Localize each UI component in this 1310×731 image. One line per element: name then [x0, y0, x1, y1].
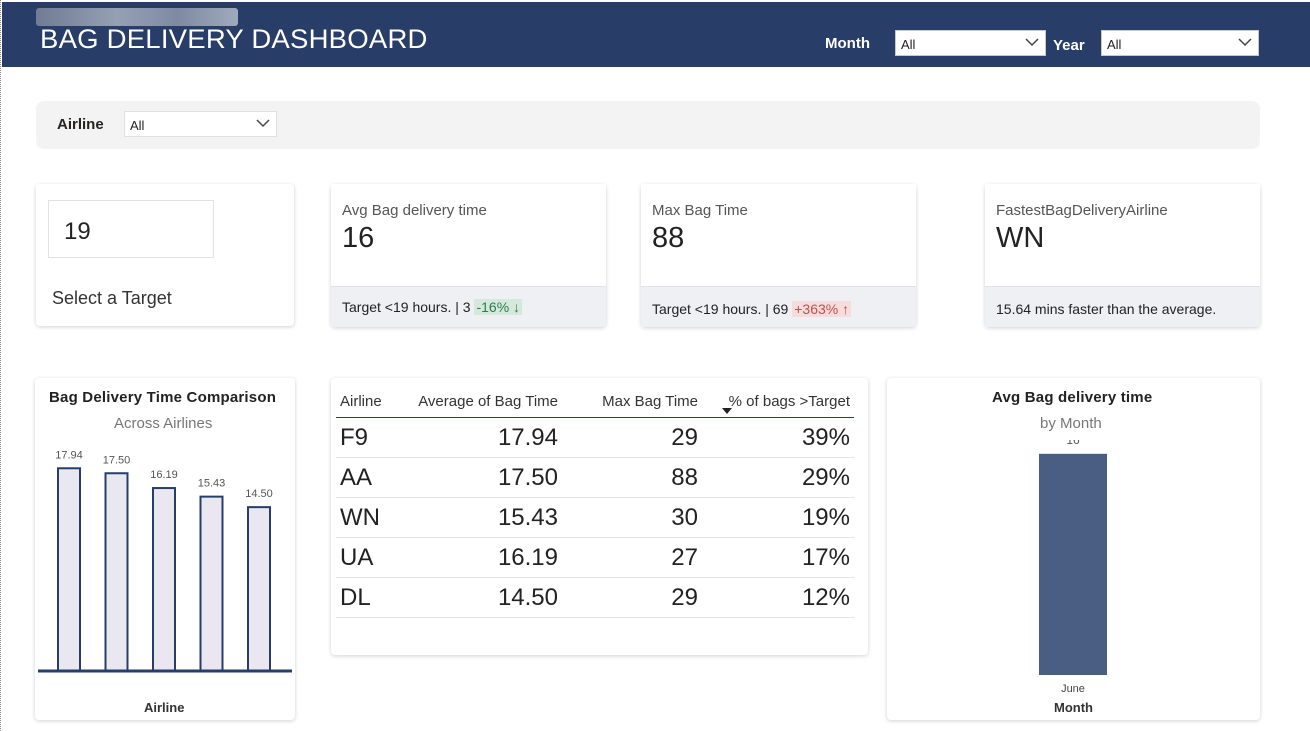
table-row[interactable]: F9 17.94 29 39% — [336, 417, 854, 458]
kpi-label: Max Bag Time — [652, 202, 748, 219]
month-label: Month — [825, 35, 870, 52]
chart-title: Avg Bag delivery time — [992, 389, 1153, 406]
table-row[interactable]: WN 15.43 30 19% — [336, 497, 854, 538]
airline-bar-chart: 17.94 F9 17.50 AA 16.19 UA 15.43 WN 14.50 DL — [38, 449, 292, 680]
value-cell: 29% — [698, 457, 854, 498]
chart-subtitle: Across Airlines — [114, 415, 213, 432]
value-cell: 39% — [698, 417, 854, 458]
value-cell: 15.43 — [404, 497, 558, 538]
value-cell: 30 — [558, 497, 698, 538]
kpi-label: FastestBagDeliveryAirline — [996, 202, 1168, 219]
value-cell: 16.19 — [404, 537, 558, 578]
airline-cell: WN — [336, 497, 404, 538]
target-label: Select a Target — [52, 288, 172, 308]
airline-cell: F9 — [336, 417, 404, 458]
value-cell: 17.94 — [404, 417, 558, 458]
column-header-average-bag-time[interactable]: Average of Bag Time — [404, 386, 558, 418]
value-cell: 88 — [558, 457, 698, 498]
chart-title: Bag Delivery Time Comparison — [49, 389, 277, 406]
kpi-value: 16 — [342, 222, 375, 254]
kpi-footer: 15.64 mins faster than the average. — [985, 286, 1260, 327]
table-row[interactable]: UA 16.19 27 17% — [336, 537, 854, 578]
value-cell: 29 — [558, 417, 698, 458]
chevron-down-icon — [256, 119, 270, 128]
column-header-max-bag-time[interactable]: Max Bag Time — [558, 386, 698, 418]
bar — [152, 487, 176, 673]
year-dropdown[interactable]: All — [1101, 30, 1259, 56]
kpi-change-badge: +363% ↑ — [792, 301, 852, 317]
data-label: 16.19 — [150, 469, 178, 481]
value-cell: 12% — [698, 577, 854, 618]
table-row[interactable]: DL 14.50 29 12% — [336, 577, 854, 618]
value-cell: 17% — [698, 537, 854, 578]
airline-cell: DL — [336, 577, 404, 618]
airline-table: Airline Average of Bag Time Max Bag Time… — [336, 386, 854, 618]
bar — [1039, 453, 1107, 675]
x-axis-title: Month — [1054, 700, 1093, 715]
month-dropdown-value: All — [901, 37, 916, 52]
kpi-label: Avg Bag delivery time — [342, 202, 487, 219]
value-cell: 14.50 — [404, 577, 558, 618]
x-tick-label: DL — [250, 677, 268, 680]
kpi-footer-text: Target <19 hours. | 3 — [342, 299, 471, 315]
data-label: 17.94 — [55, 449, 83, 461]
value-cell: 19% — [698, 497, 854, 538]
header-bar — [2, 2, 1310, 67]
month-bar-chart: 16 June — [1039, 440, 1107, 695]
sort-descending-icon — [722, 408, 732, 414]
year-dropdown-value: All — [1107, 37, 1122, 52]
kpi-change-badge: -16% ↓ — [474, 299, 523, 315]
x-tick-label: AA — [107, 677, 126, 680]
table-row[interactable]: AA 17.50 88 29% — [336, 457, 854, 498]
value-cell: 29 — [558, 577, 698, 618]
kpi-footer: Target <19 hours. | 69 +363% ↑ — [641, 286, 916, 327]
kpi-card-avg-bag-time: Avg Bag delivery time 16 Target <19 hour… — [331, 184, 606, 327]
month-dropdown[interactable]: All — [895, 30, 1046, 56]
airline-cell: UA — [336, 537, 404, 578]
data-label: 14.50 — [245, 488, 273, 500]
data-label: 15.43 — [198, 478, 226, 490]
year-label: Year — [1053, 37, 1085, 54]
chart-subtitle: by Month — [1040, 415, 1102, 432]
target-input[interactable]: 19 — [48, 200, 214, 258]
airline-dropdown[interactable]: All — [124, 111, 277, 137]
kpi-footer-text: 15.64 mins faster than the average. — [996, 301, 1217, 317]
x-tick-label: WN — [200, 677, 223, 680]
kpi-footer: Target <19 hours. | 3 -16% ↓ — [331, 286, 606, 327]
kpi-card-max-bag-time: Max Bag Time 88 Target <19 hours. | 69 +… — [641, 184, 916, 327]
data-label: 17.50 — [103, 454, 131, 466]
airline-filter-label: Airline — [57, 116, 104, 133]
kpi-footer-text: Target <19 hours. | 69 — [652, 301, 789, 317]
column-header-label: % of bags >Target — [728, 393, 850, 410]
target-card — [36, 184, 294, 326]
column-header-pct-bags-over-target[interactable]: % of bags >Target — [698, 386, 854, 418]
x-axis-title: Airline — [144, 700, 185, 715]
value-cell: 27 — [558, 537, 698, 578]
blurred-tag — [36, 8, 238, 26]
dashboard-title: BAG DELIVERY DASHBOARD — [40, 24, 428, 54]
kpi-card-fastest-airline: FastestBagDeliveryAirline WN 15.64 mins … — [985, 184, 1260, 327]
airline-dropdown-value: All — [130, 118, 145, 133]
x-tick-label: UA — [154, 677, 174, 680]
bar — [57, 467, 81, 672]
bar — [104, 472, 129, 672]
kpi-value: WN — [996, 222, 1045, 254]
kpi-value: 88 — [652, 222, 685, 254]
airline-cell: AA — [336, 457, 404, 498]
column-header-airline[interactable]: Airline — [336, 386, 404, 418]
target-input-value: 19 — [64, 218, 91, 245]
data-label: 16 — [1066, 440, 1080, 447]
bar — [199, 495, 224, 672]
chevron-down-icon — [1025, 38, 1039, 47]
x-tick-label: F9 — [61, 677, 78, 680]
chevron-down-icon — [1238, 38, 1252, 47]
bar — [247, 506, 271, 673]
value-cell: 17.50 — [404, 457, 558, 498]
x-tick-label: June — [1061, 683, 1085, 695]
page-border — [0, 0, 1, 731]
